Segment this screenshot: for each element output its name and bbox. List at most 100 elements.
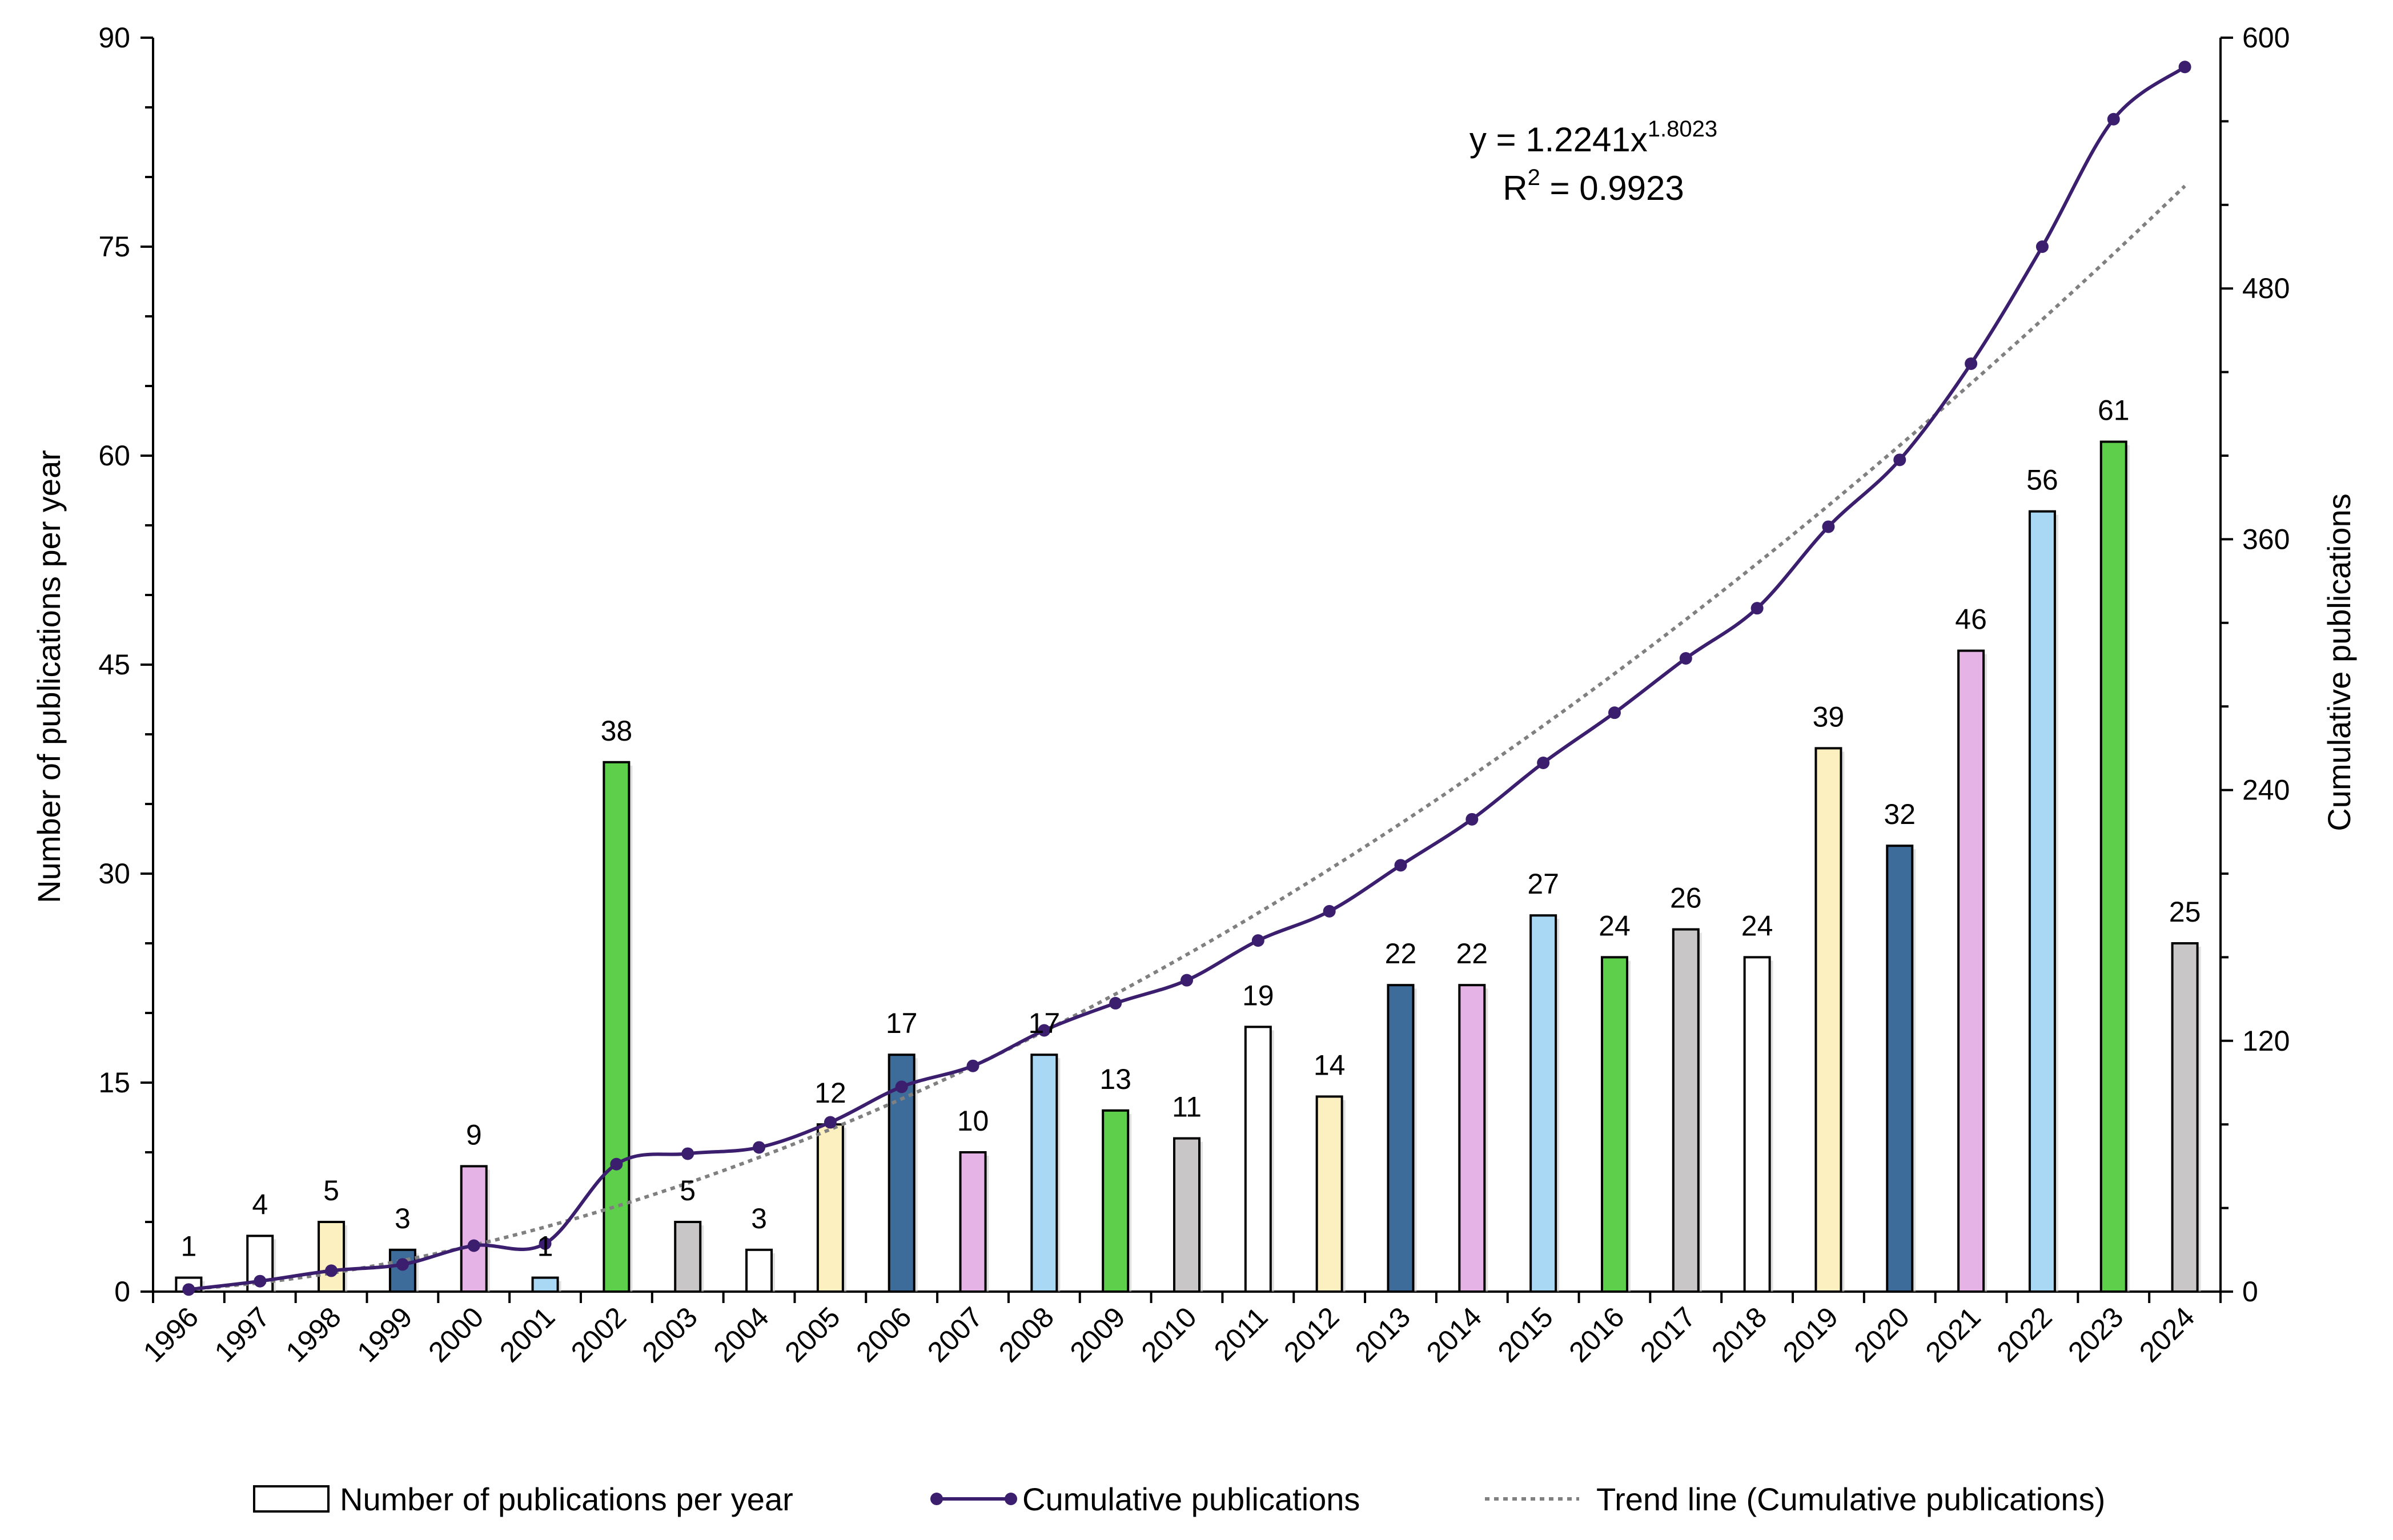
- x-tick-label: 2018: [1705, 1301, 1773, 1368]
- bar-data-label: 1: [181, 1231, 197, 1262]
- cumulative-point: [1750, 602, 1764, 615]
- bar-data-label: 4: [252, 1188, 268, 1220]
- bar-data-label: 1: [537, 1231, 553, 1262]
- bar: [816, 1123, 844, 1293]
- bar: [460, 1165, 488, 1293]
- cumulative-point: [1965, 357, 1978, 370]
- bar: [1529, 914, 1557, 1293]
- cumulative-point: [1893, 453, 1906, 467]
- x-tick-label: 2017: [1634, 1301, 1701, 1368]
- cumulative-point: [182, 1283, 195, 1296]
- bar: [1244, 1026, 1272, 1293]
- bar-data-label: 11: [1172, 1091, 1202, 1123]
- x-tick-label: 2024: [2133, 1301, 2201, 1368]
- bar: [1315, 1095, 1343, 1293]
- cumulative-point: [254, 1274, 267, 1288]
- bar-data-label: 13: [1099, 1063, 1131, 1095]
- bar: [1387, 984, 1415, 1293]
- bar-data-label: 22: [1456, 938, 1488, 970]
- cumulative-point: [396, 1258, 409, 1271]
- cumulative-point: [1822, 520, 1835, 533]
- legend-bar-label: Number of publications per year: [340, 1481, 793, 1517]
- bar: [1600, 956, 1628, 1293]
- bar-data-label: 24: [1599, 910, 1631, 942]
- x-tick-label: 2012: [1278, 1301, 1345, 1368]
- y-axis-title: Number of publications per year: [31, 450, 67, 903]
- bar-data-label: 3: [751, 1203, 767, 1235]
- bar-data-label: 5: [323, 1175, 339, 1207]
- bar-data-label: 56: [2026, 464, 2058, 496]
- y2-axis-title: Cumulative publications: [2321, 493, 2357, 831]
- bar-data-label: 19: [1242, 979, 1274, 1011]
- y2-tick-label: 120: [2242, 1025, 2290, 1057]
- cumulative-point: [2178, 61, 2191, 74]
- x-tick-label: 2008: [993, 1301, 1060, 1368]
- x-tick-label: 2020: [1848, 1301, 1916, 1368]
- x-tick-label: 2001: [493, 1301, 561, 1368]
- bar: [318, 1221, 346, 1293]
- x-tick-label: 2019: [1777, 1301, 1844, 1368]
- y-tick-label: 75: [98, 231, 130, 263]
- bar-data-label: 38: [601, 715, 633, 747]
- cumulative-point: [1038, 1024, 1051, 1037]
- cumulative-point: [753, 1141, 766, 1154]
- x-tick-label: 2011: [1208, 1301, 1274, 1367]
- legend-line-marker-right: [1005, 1493, 1017, 1505]
- trend-equation: y = 1.2241x1.8023: [1469, 116, 1717, 159]
- bar: [2171, 942, 2199, 1293]
- x-tick-label: 2006: [850, 1301, 917, 1368]
- trend-line: [188, 184, 2186, 1291]
- bar-data-label: 46: [1955, 604, 1987, 636]
- x-tick-label: 2010: [1135, 1301, 1203, 1368]
- trend-group: [188, 184, 2186, 1291]
- bar: [1030, 1054, 1058, 1293]
- legend-line-label: Cumulative publications: [1022, 1481, 1360, 1517]
- cumulative-point: [824, 1116, 837, 1129]
- bar-data-label: 9: [466, 1119, 482, 1151]
- cumulative-point: [1181, 974, 1193, 987]
- bar-data-label: 32: [1884, 798, 1916, 830]
- cumulative-point: [1537, 757, 1550, 770]
- x-tick-label: 2007: [921, 1301, 989, 1368]
- bar: [1957, 649, 1985, 1293]
- bar: [959, 1151, 987, 1293]
- bar: [674, 1221, 702, 1293]
- cumulative-point: [1109, 996, 1122, 1010]
- cumulative-point: [1323, 904, 1336, 918]
- legend-line-marker-left: [930, 1493, 943, 1505]
- bar-data-label: 24: [1741, 910, 1773, 942]
- cumulative-point: [467, 1239, 480, 1252]
- y-tick-label: 90: [98, 22, 130, 54]
- bar-data-label: 26: [1670, 882, 1702, 914]
- cumulative-point: [2035, 240, 2049, 253]
- bar: [745, 1248, 773, 1293]
- bar-data-label: 17: [1029, 1007, 1061, 1039]
- cumulative-point: [1251, 934, 1264, 947]
- cumulative-point: [1465, 813, 1479, 826]
- y-tick-label: 45: [98, 649, 130, 681]
- cumulative-point: [1679, 652, 1692, 665]
- bars-group: [175, 440, 2201, 1293]
- bar-data-label: 17: [886, 1007, 918, 1039]
- y2-tick-label: 240: [2242, 774, 2290, 806]
- bar-data-label: 12: [814, 1077, 846, 1109]
- bar: [1102, 1109, 1130, 1293]
- bar-data-label: 3: [395, 1203, 411, 1235]
- bar: [1173, 1137, 1200, 1293]
- x-tick-label: 2005: [778, 1301, 846, 1368]
- y-tick-label: 60: [98, 440, 130, 472]
- x-tick-label: 2002: [565, 1301, 632, 1368]
- x-tick-label: 1996: [137, 1301, 204, 1368]
- x-tick-label: 2014: [1420, 1301, 1488, 1368]
- bar: [2028, 510, 2056, 1293]
- legend-bar-swatch: [253, 1485, 330, 1513]
- y-tick-label: 15: [98, 1067, 130, 1099]
- bar: [1672, 928, 1700, 1293]
- cumulative-point: [325, 1264, 338, 1277]
- y2-tick-label: 600: [2242, 22, 2290, 54]
- y2-tick-label: 360: [2242, 523, 2290, 555]
- x-tick-label: 2016: [1563, 1301, 1630, 1368]
- x-tick-label: 2000: [422, 1301, 489, 1368]
- x-tick-label: 1998: [280, 1301, 347, 1368]
